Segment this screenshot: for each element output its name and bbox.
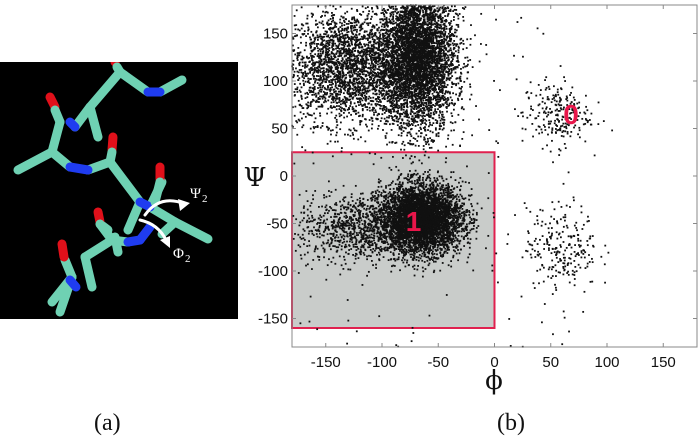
y-tick-label: 150 bbox=[263, 26, 288, 43]
x-tick-label: -150 bbox=[311, 354, 341, 371]
x-tick-label: 100 bbox=[594, 354, 619, 371]
x-axis-ticks: -150 -100 -50 0 50 100 150 bbox=[311, 5, 676, 371]
caption-a: (a) bbox=[94, 410, 121, 436]
state-0-label: 0 bbox=[563, 99, 579, 130]
caption-b: (b) bbox=[497, 410, 525, 436]
y-tick-label: -150 bbox=[258, 311, 288, 328]
x-tick-label: -100 bbox=[367, 354, 397, 371]
x-tick-label: -50 bbox=[427, 354, 449, 371]
scatter-points bbox=[291, 4, 614, 348]
psi2-label: Ψ bbox=[190, 186, 202, 202]
y-tick-label: 100 bbox=[263, 73, 288, 90]
y-tick-label: -50 bbox=[266, 216, 288, 233]
y-tick-label: 0 bbox=[280, 168, 288, 185]
x-tick-label: 0 bbox=[490, 354, 498, 371]
x-tick-label: 50 bbox=[542, 354, 559, 371]
molecule-image: Ψ 2 Φ 2 bbox=[0, 62, 238, 319]
peptide-structure-illustration: Ψ 2 Φ 2 bbox=[13, 62, 213, 317]
y-axis-label: Ψ bbox=[244, 163, 267, 193]
y-tick-label: -100 bbox=[258, 263, 288, 280]
x-axis-label: ϕ bbox=[485, 366, 503, 396]
state-1-label: 1 bbox=[406, 206, 422, 237]
phi2-label: Φ bbox=[173, 246, 184, 262]
x-tick-label: 150 bbox=[651, 354, 676, 371]
y-tick-label: 50 bbox=[271, 121, 288, 138]
psi2-subscript: 2 bbox=[202, 193, 208, 205]
y-axis-ticks: -150 -100 -50 0 50 100 150 bbox=[258, 26, 697, 328]
phi2-subscript: 2 bbox=[185, 253, 191, 265]
